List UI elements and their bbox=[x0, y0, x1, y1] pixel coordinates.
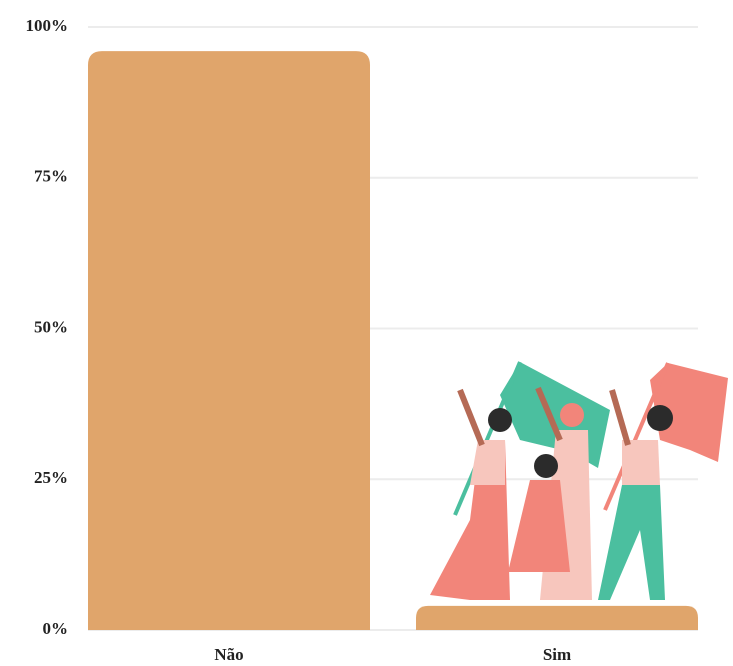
arm bbox=[457, 388, 485, 447]
y-tick-label: 25% bbox=[34, 468, 68, 487]
y-tick-label: 100% bbox=[26, 16, 69, 35]
figure bbox=[508, 480, 570, 572]
arm bbox=[535, 386, 563, 442]
head bbox=[534, 454, 558, 478]
flag bbox=[650, 363, 728, 462]
y-tick-label: 75% bbox=[34, 167, 68, 186]
bar-layer bbox=[88, 51, 698, 631]
head bbox=[488, 408, 512, 432]
figure bbox=[598, 485, 665, 600]
x-tick-label: Sim bbox=[543, 645, 571, 664]
arm bbox=[609, 389, 631, 446]
bar bbox=[416, 605, 698, 630]
figure-top bbox=[470, 440, 505, 485]
flag-pole bbox=[453, 361, 522, 516]
x-tick-label: Não bbox=[214, 645, 243, 664]
head bbox=[647, 405, 673, 431]
y-tick-label: 0% bbox=[43, 619, 69, 638]
y-tick-label: 50% bbox=[34, 317, 68, 336]
flag-pole bbox=[603, 362, 670, 511]
figure-top bbox=[622, 440, 660, 485]
illustration bbox=[430, 361, 728, 600]
bar bbox=[88, 51, 370, 631]
head bbox=[560, 403, 584, 427]
